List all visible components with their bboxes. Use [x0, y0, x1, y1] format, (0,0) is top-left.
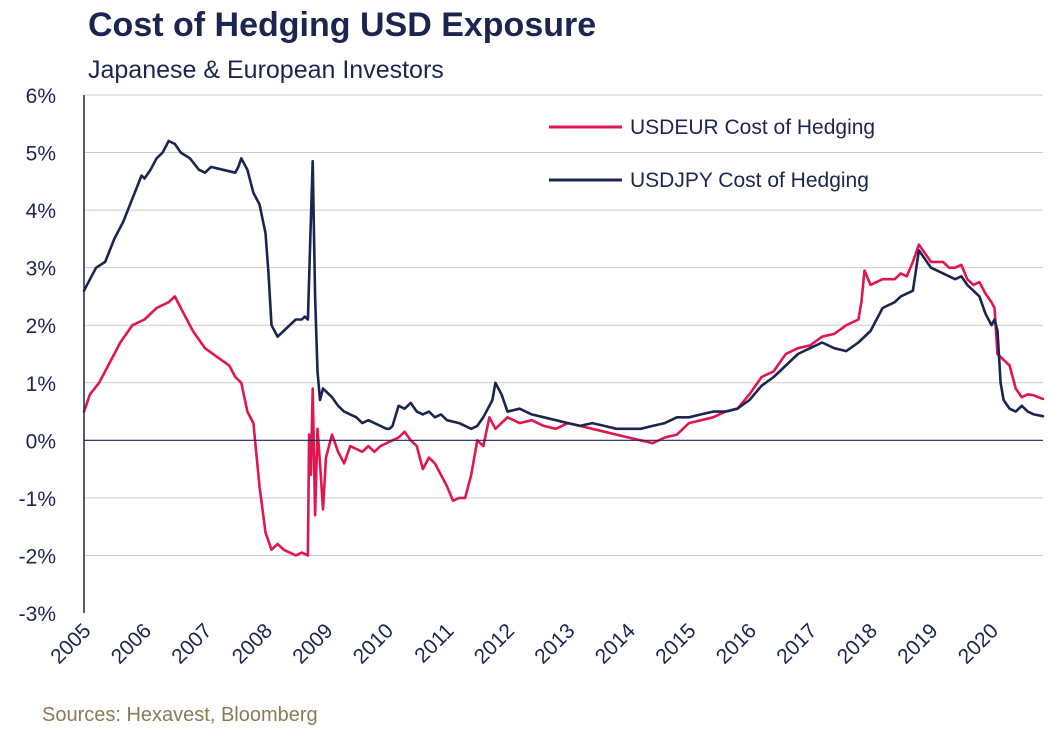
x-tick-label: 2012 [470, 619, 519, 668]
y-tick-label: -3% [19, 603, 56, 626]
x-tick-label: 2010 [349, 619, 398, 668]
x-tick-label: 2007 [167, 619, 216, 668]
x-tick-label: 2017 [772, 619, 821, 668]
y-tick-label: 2% [26, 315, 56, 338]
axes: -3%-2%-1%0%1%2%3%4%5%6%2005 2006 2007 2008 2… [19, 85, 1043, 669]
series-line-usdeur [82, 243, 1045, 557]
y-tick-label: 4% [26, 200, 56, 223]
x-tick-label: 2015 [651, 619, 700, 668]
x-tick-label: 2013 [530, 619, 579, 668]
x-tick-label: 2009 [288, 619, 337, 668]
legend-label-usdeur: USDEUR Cost of Hedging [630, 116, 875, 139]
x-tick-label: 2019 [893, 619, 942, 668]
y-tick-label: -2% [19, 545, 56, 568]
legend: USDEUR Cost of Hedging USDJPY Cost of He… [549, 116, 875, 192]
x-tick-label: 2006 [107, 619, 156, 668]
chart-subtitle: Japanese & European Investors [88, 56, 444, 84]
x-tick-label: 2020 [954, 619, 1003, 668]
y-tick-label: 0% [26, 430, 56, 453]
source-note: Sources: Hexavest, Bloomberg [42, 704, 318, 726]
x-tick-label: 2008 [228, 619, 277, 668]
gridlines [84, 94, 1043, 556]
y-tick-label: 5% [26, 143, 56, 166]
series-line-usdjpy [82, 139, 1045, 431]
y-tick-label: 1% [26, 373, 56, 396]
x-tick-label: 2011 [410, 619, 458, 667]
y-tick-label: -1% [19, 488, 56, 511]
chart-title: Cost of Hedging USD Exposure [88, 6, 597, 44]
x-tick-label: 2005 [46, 619, 95, 668]
x-tick-label: 2016 [712, 619, 761, 668]
x-tick-label: 2014 [591, 619, 641, 669]
x-tick-label: 2018 [833, 619, 882, 668]
series-lines [82, 139, 1045, 557]
legend-label-usdjpy: USDJPY Cost of Hedging [630, 169, 869, 192]
y-tick-label: 6% [26, 85, 56, 108]
y-tick-label: 3% [26, 258, 56, 281]
